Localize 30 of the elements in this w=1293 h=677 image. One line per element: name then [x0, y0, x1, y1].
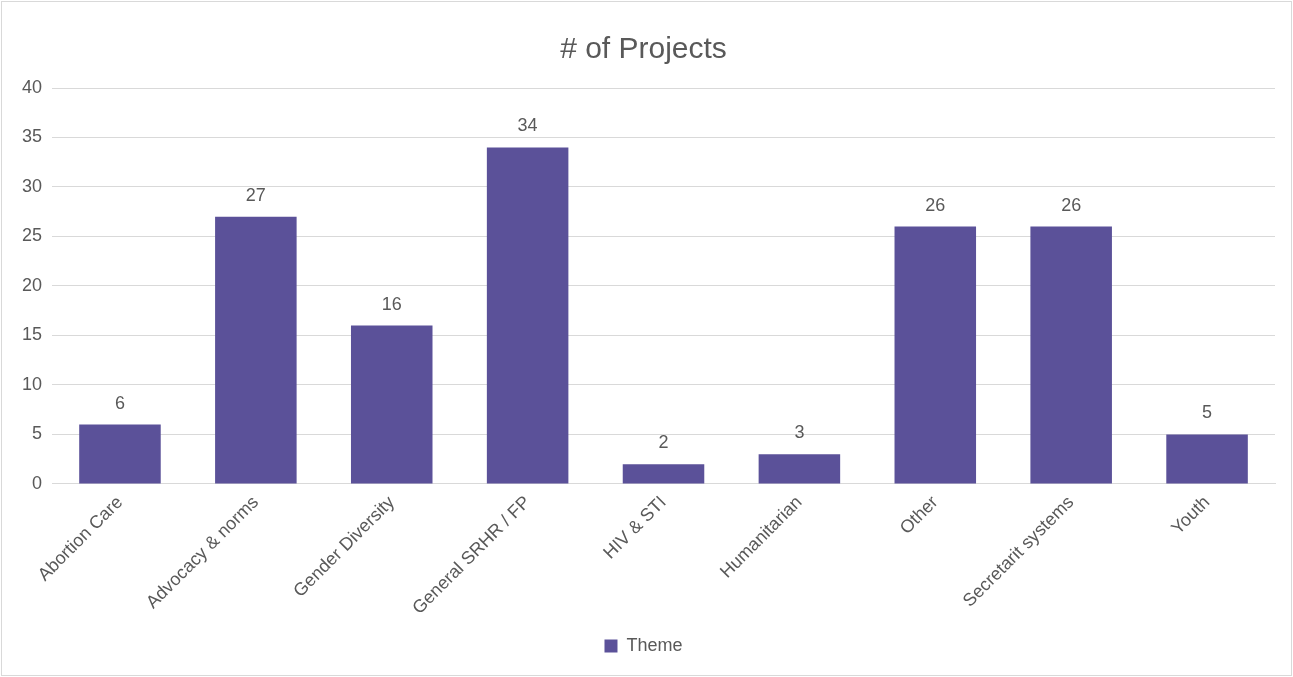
bar	[758, 454, 841, 484]
x-tick-label: HIV & STI	[599, 491, 670, 563]
bar	[1166, 434, 1248, 484]
legend-label: Theme	[626, 634, 683, 655]
y-tick-label: 0	[32, 472, 43, 493]
data-label: 16	[381, 293, 402, 314]
data-label: 26	[1061, 194, 1082, 215]
y-tick-label: 10	[21, 373, 43, 394]
data-label: 3	[794, 422, 805, 443]
data-label: 34	[517, 115, 538, 136]
y-tick-label: 30	[21, 175, 43, 196]
y-tick-label: 5	[32, 423, 43, 444]
y-tick-label: 40	[21, 76, 43, 97]
data-label: 5	[1202, 402, 1213, 423]
data-label: 2	[658, 432, 669, 453]
data-label: 27	[245, 184, 266, 205]
bar	[79, 424, 161, 484]
chart-title: # of Projects	[560, 31, 727, 65]
y-tick-label: 35	[21, 126, 43, 147]
bar	[622, 464, 705, 484]
data-label: 26	[925, 194, 946, 215]
y-tick-label: 20	[21, 274, 43, 295]
bar	[894, 226, 977, 484]
y-tick-label: 15	[21, 324, 43, 345]
bar	[1030, 226, 1112, 484]
bar	[215, 216, 297, 484]
bar	[350, 325, 433, 484]
bar	[486, 147, 569, 484]
data-label: 6	[114, 392, 125, 413]
y-tick-label: 25	[21, 225, 43, 246]
